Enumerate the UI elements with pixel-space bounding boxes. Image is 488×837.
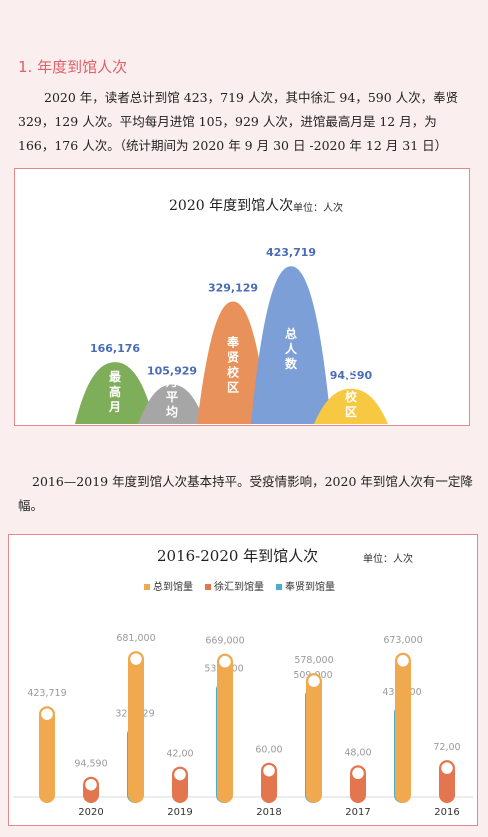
category-label: 2017: [345, 807, 370, 818]
category-label: 2016: [434, 807, 459, 818]
value-label: 60,00: [255, 745, 282, 756]
bar-总到馆量-2016: [395, 652, 411, 803]
legend-label: 徐汇到馆量: [214, 582, 264, 593]
category-label-char: 高: [109, 384, 121, 399]
chart-2020-title: 2020 年度到馆人次: [169, 198, 294, 214]
category-label-char: 区: [345, 405, 357, 419]
value-label: 105,929: [147, 365, 197, 378]
bar-cap-marker: [128, 651, 144, 667]
value-label: 673,000: [383, 635, 422, 646]
category-label-char: 校: [227, 364, 240, 379]
category-label-char: 数: [285, 356, 298, 371]
category-label-char: 汇: [345, 375, 357, 389]
value-label: 423,719: [266, 246, 316, 259]
bar-总到馆量-2018: [217, 653, 233, 803]
value-label: 423,719: [27, 688, 66, 699]
category-label-char: 月: [108, 400, 121, 414]
legend-item: 总到馆量: [144, 578, 193, 593]
category-label-char: 平: [166, 390, 178, 404]
bar-总到馆量-2020: [39, 706, 55, 803]
value-label: 681,000: [116, 633, 155, 644]
legend-label: 奉贤到馆量: [285, 582, 335, 593]
value-label: 42,00: [166, 749, 193, 760]
value-label: 329,129: [208, 281, 258, 294]
legend-swatch: [144, 584, 150, 590]
bar-月平均: [138, 384, 206, 424]
bar-总到馆量-2017: [306, 673, 322, 803]
bar-奉贤校区: [197, 301, 269, 424]
value-label: 94,590: [74, 759, 107, 770]
chart-2020-card: 2020 年度到馆人次 单位：人次 166,176 最高月 105,929 月平均 32…: [14, 168, 470, 426]
legend-item: 徐汇到馆量: [205, 578, 264, 593]
value-label: 94,590: [330, 369, 373, 382]
value-label: 578,000: [294, 655, 333, 666]
bar-cap-marker: [261, 763, 277, 778]
bar-cap-marker: [39, 706, 55, 722]
category-label-char: 总: [285, 326, 297, 341]
category-label-char: 月: [165, 375, 178, 389]
category-label-char: 均: [166, 404, 178, 419]
bar-最高月: [75, 362, 155, 424]
category-label: 2020: [78, 807, 103, 818]
trend-paragraph: 2016—2019 年度到馆人次基本持平。受疫情影响，2020 年到馆人次有一定…: [18, 474, 473, 513]
category-label-char: 区: [227, 380, 239, 394]
legend-item: 奉贤到馆量: [276, 578, 335, 593]
legend-swatch: [205, 584, 211, 590]
bar-总到馆量-2019: [128, 651, 144, 803]
bar-徐汇校区: [314, 388, 388, 424]
value-label: 166,176: [90, 342, 140, 355]
category-label-char: 徐: [344, 359, 357, 374]
chart-2016-2020-plot: 423,71994,590329,1292020681,00042,00539,…: [13, 633, 473, 818]
value-label: 48,00: [344, 747, 371, 758]
value-label: 72,00: [433, 742, 460, 753]
category-label: 2018: [256, 807, 281, 818]
section-heading: 1. 年度到馆人次: [18, 58, 128, 76]
bar-cap-marker: [83, 777, 99, 792]
bar-cap-marker: [395, 653, 411, 669]
chart-2020-plot: 166,176最高月105,929月平均329,129奉贤校区423,719总人…: [75, 246, 388, 424]
category-label-char: 奉: [226, 334, 240, 349]
category-label-char: 最: [109, 370, 122, 384]
chart-2016-2020-title: 2016-2020 年到馆人次: [157, 547, 319, 565]
value-label: 669,000: [205, 636, 244, 647]
chart-2020-unit: 单位：人次: [293, 203, 343, 214]
chart-2016-2020-card: 2016-2020 年到馆人次 单位：人次 总到馆量 徐汇到馆量 奉贤到馆量 423…: [8, 534, 478, 826]
chart-2016-2020-legend: 总到馆量 徐汇到馆量 奉贤到馆量: [144, 578, 335, 593]
chart-2016-2020-unit: 单位：人次: [363, 554, 413, 565]
intro-paragraph: 2020 年，读者总计到馆 423，719 人次，其中徐汇 94，590 人次，…: [18, 90, 459, 153]
bar-cap-marker: [306, 673, 322, 689]
category-label-char: 贤: [227, 350, 239, 364]
legend-swatch: [276, 584, 282, 590]
legend-label: 总到馆量: [153, 582, 193, 593]
bar-cap-marker: [217, 654, 233, 669]
bar-cap-marker: [172, 767, 188, 782]
category-label: 2019: [167, 807, 192, 818]
bar-cap-marker: [439, 760, 455, 776]
category-label-char: 人: [285, 341, 298, 356]
bar-cap-marker: [350, 766, 366, 781]
category-label-char: 校: [345, 389, 358, 404]
bar-总人数: [251, 266, 331, 424]
